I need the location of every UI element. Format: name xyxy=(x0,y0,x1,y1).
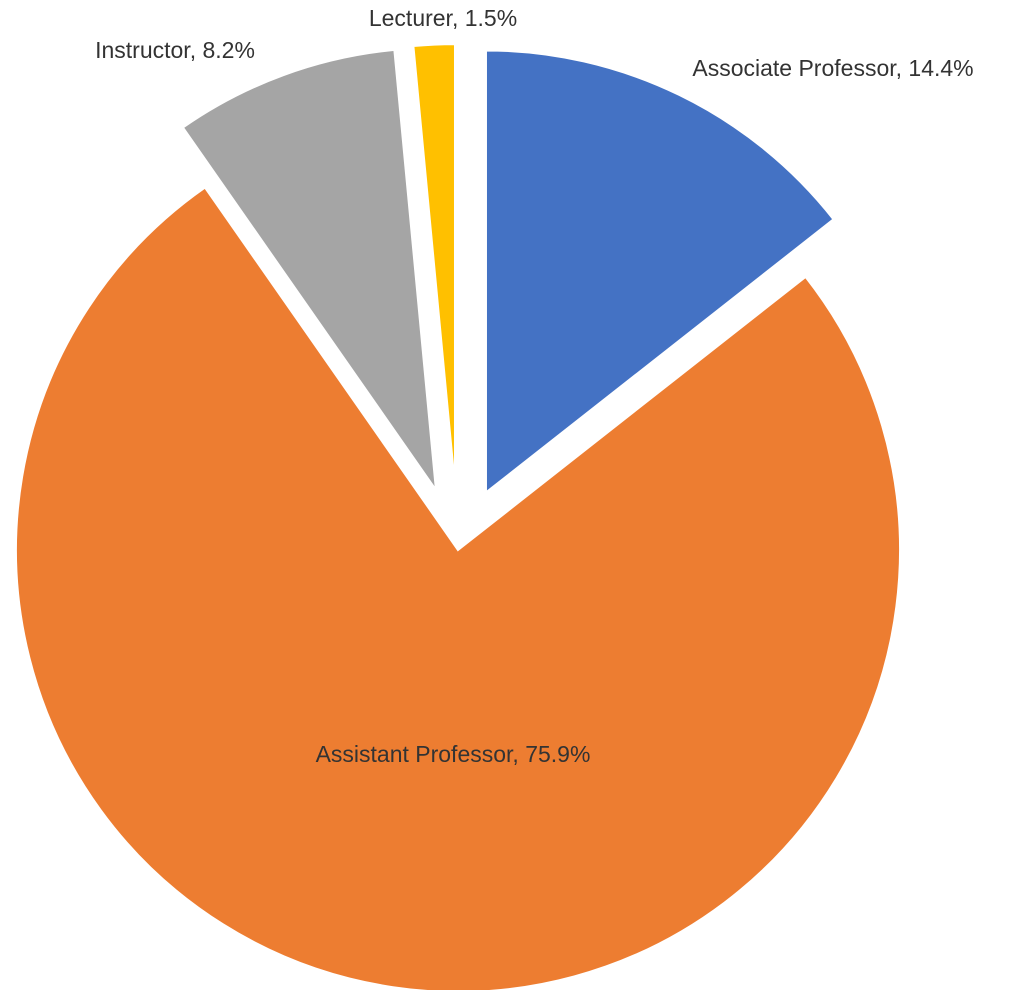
pie-slice xyxy=(181,48,438,494)
slice-label: Instructor, 8.2% xyxy=(95,37,255,63)
pie-slice xyxy=(484,49,835,495)
slice-label: Lecturer, 1.5% xyxy=(369,5,517,31)
slice-label: Assistant Professor, 75.9% xyxy=(316,741,591,767)
slice-label: Associate Professor, 14.4% xyxy=(692,55,973,81)
pie-slice xyxy=(15,186,901,990)
pie-slice xyxy=(412,43,456,487)
